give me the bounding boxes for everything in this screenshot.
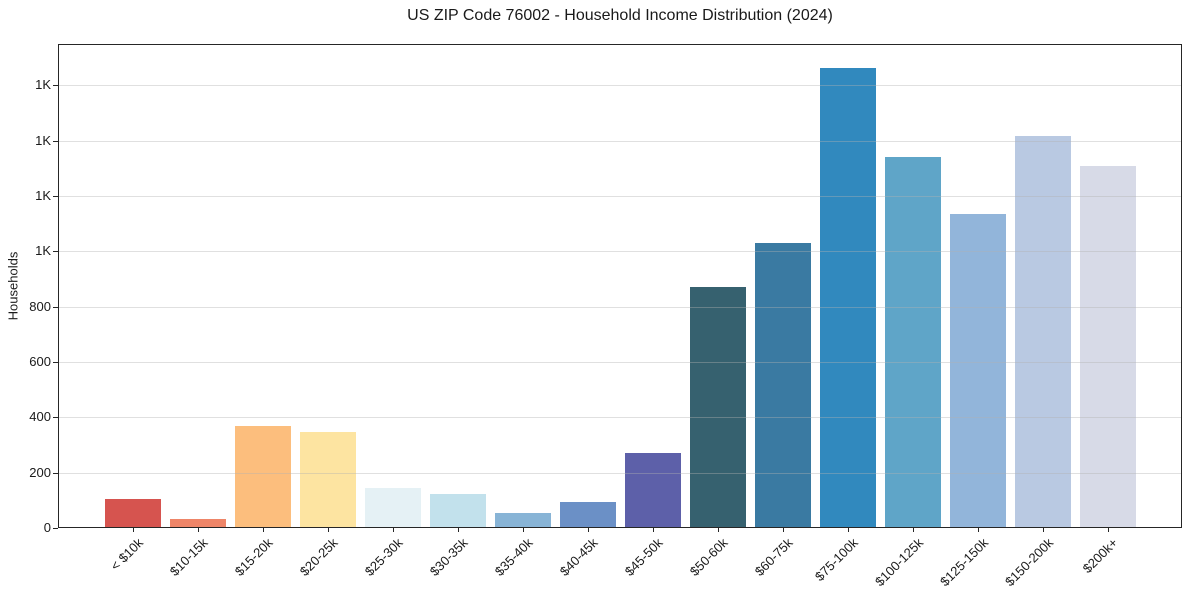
x-tick-label: $35-40k: [491, 535, 536, 579]
y-tick-mark: [53, 85, 58, 86]
x-tick-label: $75-100k: [811, 535, 861, 584]
x-tick-label: $10-15k: [166, 535, 211, 579]
x-tick-mark: [198, 528, 199, 532]
chart-title: US ZIP Code 76002 - Household Income Dis…: [407, 7, 833, 24]
bar-$125-150k: [950, 214, 1006, 527]
y-tick-mark: [53, 196, 58, 197]
x-tick-label: $30-35k: [426, 535, 471, 579]
bars-layer: [59, 45, 1181, 527]
x-tick-label: $125-150k: [936, 535, 991, 590]
x-tick-mark: [848, 528, 849, 532]
y-tick-label: 200: [29, 464, 51, 480]
x-tick-label: $50-60k: [686, 535, 731, 579]
y-tick-mark: [53, 141, 58, 142]
x-tick-label: $15-20k: [231, 535, 276, 579]
x-tick-mark: [1043, 528, 1044, 532]
bar-$150-200k: [1015, 136, 1071, 527]
bar-$60-75k: [755, 243, 811, 527]
bar-$10-15k: [170, 519, 226, 527]
bar-$200k+: [1080, 166, 1136, 527]
x-tick-mark: [328, 528, 329, 532]
y-tick-label: 800: [29, 298, 51, 314]
y-tick-mark: [53, 362, 58, 363]
bar-$40-45k: [560, 502, 616, 527]
bar-$75-100k: [820, 68, 876, 527]
y-tick-label: 1K: [35, 132, 51, 148]
x-tick-mark: [523, 528, 524, 532]
bar-$30-35k: [430, 494, 486, 527]
y-tick-label: 0: [43, 520, 51, 535]
bar-$20-25k: [300, 432, 356, 527]
x-tick-mark: [393, 528, 394, 532]
x-tick-label: < $10k: [107, 535, 146, 574]
y-tick-mark: [53, 417, 58, 418]
x-tick-mark: [913, 528, 914, 532]
y-tick-mark: [53, 473, 58, 474]
y-tick-mark: [53, 528, 58, 529]
x-tick-label: $100-125k: [871, 535, 926, 590]
x-tick-mark: [653, 528, 654, 532]
bar-$45-50k: [625, 453, 681, 527]
x-tick-mark: [458, 528, 459, 532]
plot-area: [58, 44, 1182, 528]
y-tick-mark: [53, 307, 58, 308]
bar-< $10k: [105, 499, 161, 527]
x-tick-mark: [263, 528, 264, 532]
x-tick-label: $20-25k: [296, 535, 341, 579]
x-tick-mark: [588, 528, 589, 532]
y-tick-label: 400: [29, 409, 51, 425]
x-tick-mark: [783, 528, 784, 532]
x-tick-mark: [1108, 528, 1109, 532]
bar-$50-60k: [690, 287, 746, 527]
x-tick-mark: [133, 528, 134, 532]
bar-$25-30k: [365, 488, 421, 527]
x-tick-mark: [978, 528, 979, 532]
bar-$35-40k: [495, 513, 551, 527]
x-tick-label: $60-75k: [751, 535, 796, 579]
bar-$15-20k: [235, 426, 291, 527]
y-tick-label: 1K: [35, 188, 51, 204]
y-tick-label: 600: [29, 354, 51, 370]
x-tick-label: $40-45k: [556, 535, 601, 579]
x-tick-label: $150-200k: [1001, 535, 1056, 590]
x-tick-label: $45-50k: [621, 535, 666, 579]
x-tick-label: $200k+: [1079, 535, 1121, 577]
y-tick-label: 1K: [35, 243, 51, 259]
y-tick-mark: [53, 251, 58, 252]
bar-$100-125k: [885, 157, 941, 527]
y-tick-label: 1K: [35, 77, 51, 93]
x-tick-label: $25-30k: [361, 535, 406, 579]
x-tick-mark: [718, 528, 719, 532]
